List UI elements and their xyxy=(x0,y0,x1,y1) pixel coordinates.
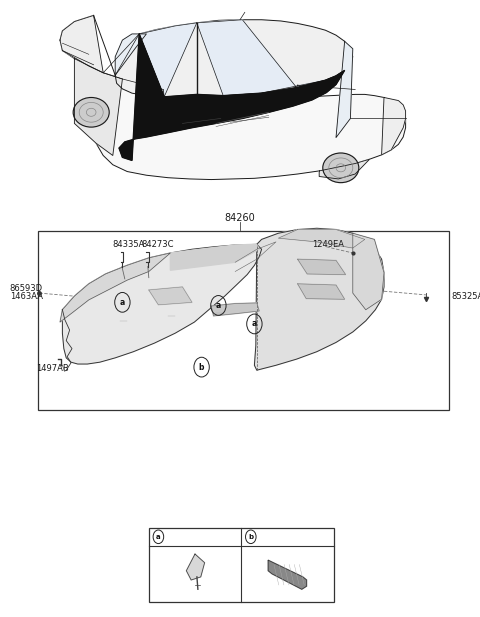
Polygon shape xyxy=(298,284,345,299)
Text: 1249EA: 1249EA xyxy=(312,241,344,249)
Polygon shape xyxy=(382,97,406,155)
Text: 84295A: 84295A xyxy=(259,532,288,541)
Polygon shape xyxy=(170,244,259,270)
Polygon shape xyxy=(62,244,262,364)
Polygon shape xyxy=(60,253,170,322)
Polygon shape xyxy=(268,560,307,589)
Polygon shape xyxy=(254,228,384,370)
Polygon shape xyxy=(60,15,406,180)
Polygon shape xyxy=(115,34,146,75)
Text: 1497AB: 1497AB xyxy=(36,364,69,373)
Polygon shape xyxy=(119,34,345,160)
Text: 84277: 84277 xyxy=(167,532,191,541)
Text: 1463AA: 1463AA xyxy=(10,292,43,301)
Polygon shape xyxy=(298,259,346,275)
Polygon shape xyxy=(278,230,365,248)
Ellipse shape xyxy=(73,97,109,127)
Text: 84273C: 84273C xyxy=(142,241,174,249)
Polygon shape xyxy=(60,15,103,73)
Text: a: a xyxy=(120,298,125,307)
Text: a: a xyxy=(216,301,221,310)
Text: 86593D: 86593D xyxy=(10,284,43,293)
Text: b: b xyxy=(199,363,204,371)
Polygon shape xyxy=(336,41,353,138)
Text: 84260: 84260 xyxy=(225,213,255,223)
Polygon shape xyxy=(74,59,122,155)
Text: a: a xyxy=(252,320,257,328)
Polygon shape xyxy=(186,554,204,580)
Text: a: a xyxy=(156,534,161,540)
Polygon shape xyxy=(139,23,197,97)
Text: 84335A: 84335A xyxy=(113,241,145,249)
Text: b: b xyxy=(248,534,253,540)
Polygon shape xyxy=(197,20,325,96)
Polygon shape xyxy=(115,20,353,97)
Text: 85325A: 85325A xyxy=(451,292,480,300)
Polygon shape xyxy=(319,159,370,179)
Bar xyxy=(38,231,449,410)
Polygon shape xyxy=(149,287,192,305)
Ellipse shape xyxy=(323,153,359,183)
Bar xyxy=(149,528,334,602)
Polygon shape xyxy=(353,233,384,310)
Polygon shape xyxy=(211,303,259,316)
